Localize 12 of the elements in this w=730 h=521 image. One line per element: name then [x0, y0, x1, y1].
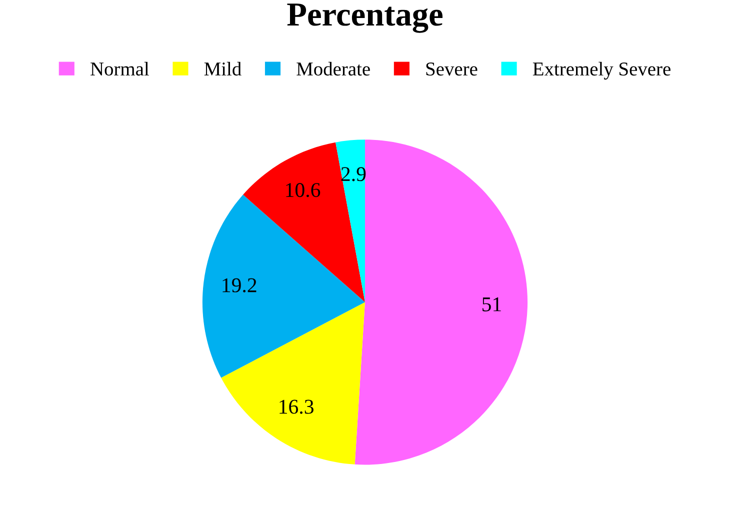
legend-label: Moderate [296, 62, 370, 76]
legend-label: Severe [426, 62, 478, 76]
data-label: 16.3 [280, 400, 314, 414]
chart-title: Percentage [287, 4, 442, 33]
legend-label: Mild [204, 62, 242, 76]
pie-slice [336, 140, 365, 302]
data-label: 19.2 [222, 278, 256, 292]
data-label: 51 [482, 297, 501, 312]
legend-label: Normal [90, 62, 149, 76]
pie-slice [221, 302, 365, 464]
data-label: 10.6 [286, 183, 320, 198]
legend-label: Extremely Severe [532, 62, 670, 80]
